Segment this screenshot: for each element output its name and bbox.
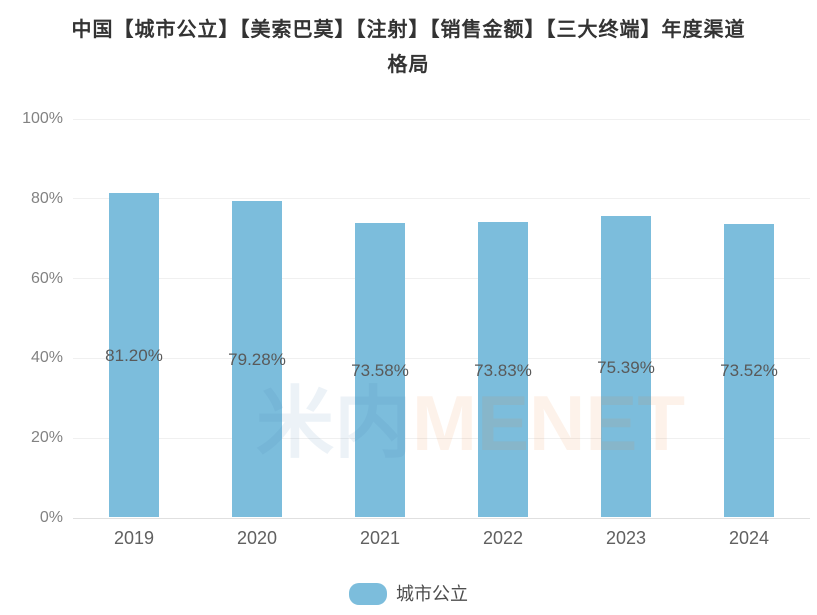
- chart-title-line2: 格局: [387, 54, 430, 76]
- y-axis-tick-label: 80%: [30, 190, 63, 207]
- bar-2023[interactable]: [601, 216, 651, 517]
- x-axis-tick-label: 2020: [236, 528, 278, 548]
- bar-value-label: 73.83%: [474, 361, 532, 380]
- x-axis-tick-label: 2021: [359, 528, 401, 548]
- bar-2020[interactable]: [232, 201, 282, 517]
- gridline-20%: [73, 438, 810, 439]
- bar-value-label: 73.58%: [351, 361, 409, 380]
- y-axis-tick-label: 0%: [39, 509, 63, 526]
- bar-2021[interactable]: [355, 223, 405, 517]
- gridline-40%: [73, 358, 810, 359]
- gridline-100%: [73, 119, 810, 120]
- bar-value-label: 81.20%: [105, 346, 163, 365]
- bar-2024[interactable]: [724, 224, 774, 517]
- gridline-0%: [73, 518, 810, 519]
- plot-area: 米内MENET 81.20% 2019 79.28% 2020 73.58% 2021 73…: [73, 119, 810, 548]
- y-axis-tick-label: 20%: [30, 429, 63, 446]
- chart-title: 中国【城市公立】【美索巴莫】【注射】【销售金额】【三大终端】年度渠道 格局: [0, 13, 817, 83]
- bar-value-label: 73.52%: [720, 361, 778, 380]
- x-axis-tick-label: 2022: [482, 528, 524, 548]
- y-axis-tick-label: 60%: [30, 270, 63, 287]
- legend-label: 城市公立: [396, 584, 468, 604]
- legend[interactable]: 城市公立: [0, 582, 817, 606]
- bar-value-label: 75.39%: [597, 358, 655, 377]
- y-axis-tick-label: 40%: [30, 349, 63, 366]
- x-axis-tick-label: 2024: [728, 528, 770, 548]
- bar-2022[interactable]: [478, 222, 528, 517]
- x-axis-tick-label: 2023: [605, 528, 647, 548]
- legend-swatch: [349, 583, 387, 605]
- y-axis-tick-label: 100%: [22, 110, 63, 127]
- chart-title-line1: 中国【城市公立】【美索巴莫】【注射】【销售金额】【三大终端】年度渠道: [71, 19, 746, 41]
- gridline-80%: [73, 198, 810, 199]
- bar-2019[interactable]: [109, 193, 159, 517]
- gridline-60%: [73, 278, 810, 279]
- x-axis-tick-label: 2019: [113, 528, 155, 548]
- bar-value-label: 79.28%: [228, 350, 286, 369]
